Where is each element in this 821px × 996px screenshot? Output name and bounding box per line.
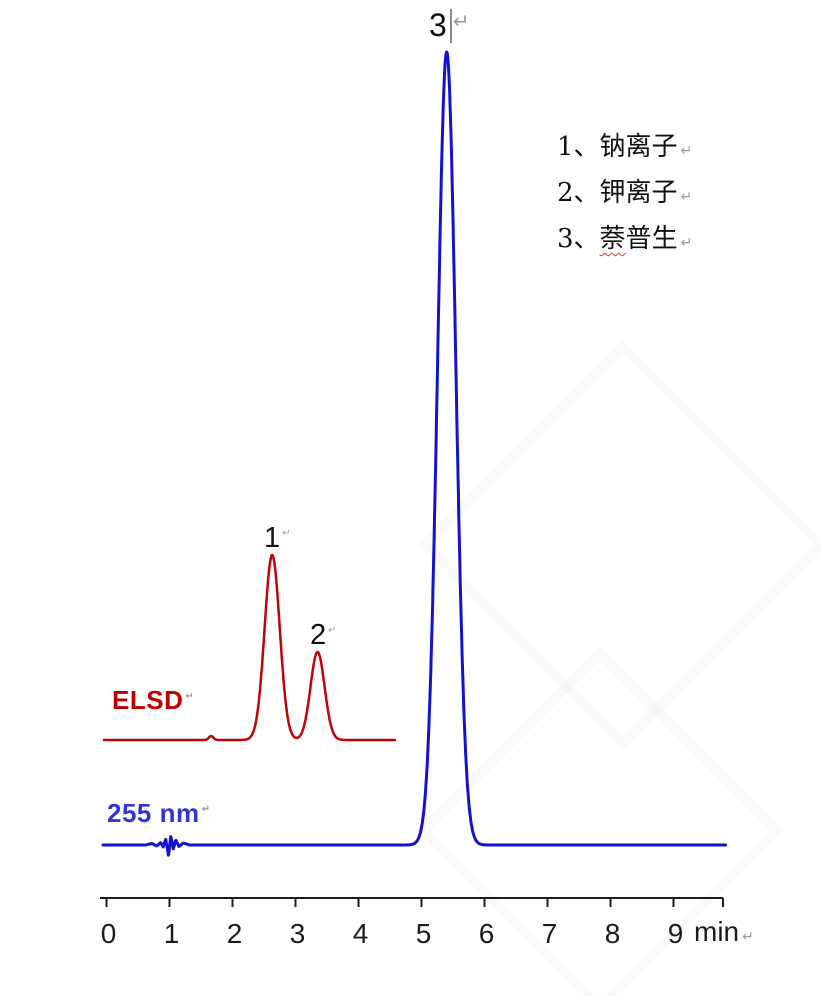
svg-text:5: 5	[416, 918, 432, 949]
text-cursor	[449, 9, 452, 43]
return-mark-icon: ↵	[680, 189, 693, 205]
return-mark-icon: ↵	[282, 528, 291, 540]
svg-text:9: 9	[668, 918, 684, 949]
uv-trace-label-text: 255 nm	[107, 798, 200, 828]
return-mark-icon: ↵	[328, 625, 337, 637]
legend-item-1-text: 1、钠离子	[557, 132, 678, 162]
axis-unit-text: min	[694, 916, 740, 947]
peak-label-2: 2 ↵	[310, 621, 337, 650]
peak-label-1-text: 1	[264, 522, 281, 554]
legend-item-1: 1、钠离子 ↵	[557, 126, 692, 172]
return-mark-icon: ↵	[201, 804, 211, 816]
peak-label-3: 3 ↵	[429, 9, 470, 43]
svg-text:8: 8	[605, 918, 621, 949]
peak-label-3-text: 3	[429, 7, 447, 43]
return-mark-icon: ↵	[680, 143, 693, 159]
elsd-trace-label-text: ELSD	[112, 685, 184, 715]
svg-text:4: 4	[353, 918, 369, 949]
legend-item-2: 2、钾离子 ↵	[557, 172, 692, 218]
return-mark-icon: ↵	[680, 235, 693, 251]
uv-trace-label: 255 nm ↵	[107, 800, 211, 826]
legend-item-3: 3、萘普生 ↵	[557, 218, 692, 264]
legend-item-3-prefix: 3、	[557, 224, 600, 254]
legend-item-3-misspelled: 萘	[599, 224, 626, 254]
svg-text:1: 1	[164, 918, 180, 949]
return-mark-icon: ↵	[452, 9, 470, 33]
peak-label-2-text: 2	[310, 619, 327, 651]
legend-item-2-text: 2、钾离子	[557, 178, 678, 208]
return-mark-icon: ↵	[742, 929, 754, 945]
elsd-trace-label: ELSD ↵	[112, 687, 194, 713]
return-mark-icon: ↵	[185, 691, 195, 703]
legend: 1、钠离子 ↵ 2、钾离子 ↵ 3、萘普生 ↵	[557, 126, 692, 264]
svg-text:3: 3	[290, 918, 306, 949]
svg-text:0: 0	[101, 918, 117, 949]
svg-text:2: 2	[227, 918, 243, 949]
svg-text:6: 6	[479, 918, 495, 949]
axis-unit-label: min ↵	[694, 918, 754, 946]
svg-text:7: 7	[542, 918, 558, 949]
peak-label-1: 1 ↵	[264, 524, 291, 553]
legend-item-3-rest: 普生	[625, 224, 678, 254]
